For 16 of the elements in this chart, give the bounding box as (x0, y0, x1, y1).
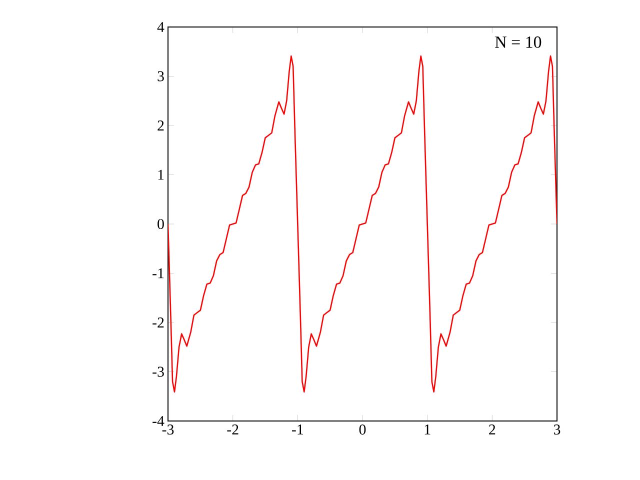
x-tick-label: 1 (424, 424, 430, 434)
y-tick-label: 2 (158, 120, 164, 130)
x-tick-label: -1 (292, 424, 303, 434)
y-tick-label: 4 (157, 22, 164, 32)
x-tick-label: 0 (359, 424, 366, 435)
x-tick-label: 3 (554, 424, 560, 435)
y-tick-label: 0 (158, 218, 164, 230)
y-tick-label: -4 (152, 416, 164, 426)
y-tick-label: -2 (152, 318, 164, 328)
y-tick-label: -3 (152, 366, 164, 377)
y-tick-label: 3 (158, 71, 164, 82)
y-tick-label: 1 (158, 170, 164, 180)
annotation: N = 10 (495, 36, 542, 48)
x-tick-label: -2 (227, 424, 238, 434)
x-tick-label: 2 (489, 424, 496, 434)
y-tick-label: -1 (152, 268, 164, 278)
